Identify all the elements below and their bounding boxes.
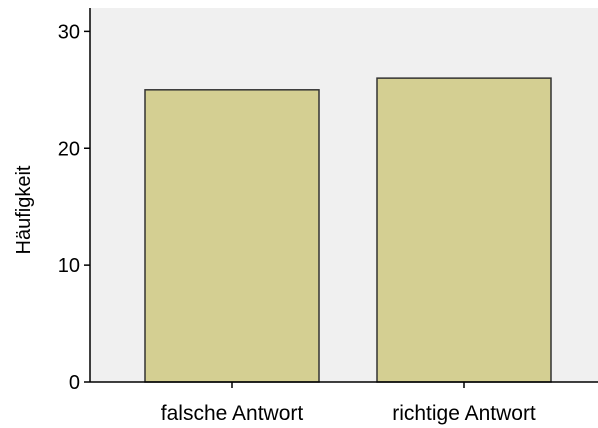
y-axis-title: Häufigkeit <box>13 165 35 254</box>
y-tick-label: 0 <box>69 372 80 394</box>
y-tick-label: 30 <box>58 21 80 43</box>
bar-falsche-antwort <box>144 89 320 383</box>
x-category-label: richtige Antwort <box>392 402 536 425</box>
x-category-label: falsche Antwort <box>161 402 304 425</box>
bar-richtige-antwort <box>376 77 552 383</box>
y-tick-label: 20 <box>58 138 80 160</box>
y-tick-label: 10 <box>58 255 80 277</box>
